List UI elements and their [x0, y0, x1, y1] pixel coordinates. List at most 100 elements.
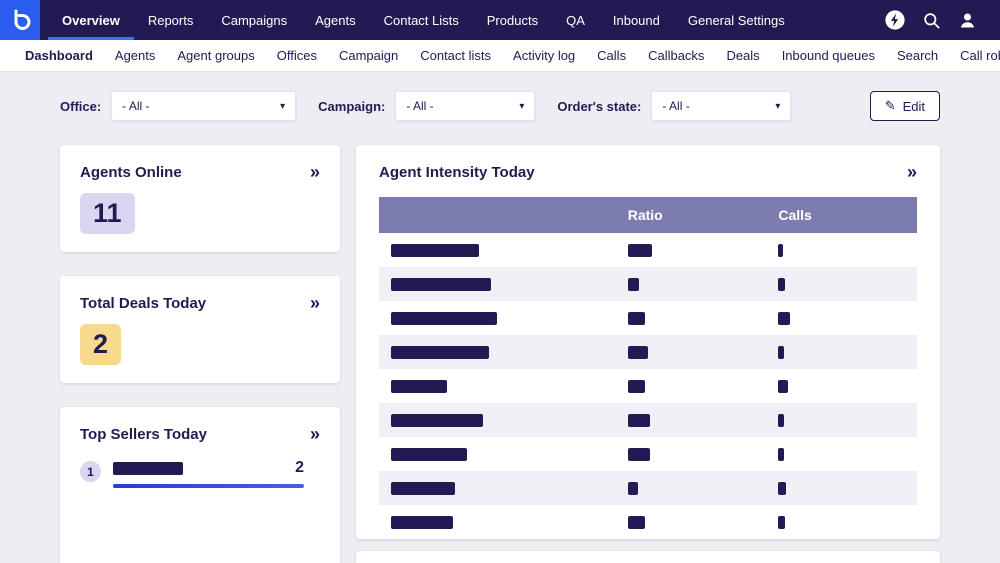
campaign-filter-group: Campaign: - All - ▾	[318, 91, 536, 121]
topnav-menu: Overview Reports Campaigns Agents Contac…	[48, 0, 799, 40]
top-sellers-list: 1 2	[80, 459, 320, 488]
redacted-agent-name	[391, 243, 479, 257]
redacted-calls-value	[778, 277, 786, 291]
edit-button-label: Edit	[902, 98, 925, 114]
table-row	[379, 505, 917, 539]
subnav-item[interactable]: Dashboard	[25, 48, 93, 63]
topnav-item[interactable]: Products	[486, 12, 539, 28]
redacted-calls-value	[778, 447, 785, 461]
card-head: Agent Intensity Today »	[379, 163, 917, 181]
redacted-agent-name	[391, 311, 497, 325]
card-head: Total Deals Today »	[80, 294, 320, 312]
seller-deal-count: 2	[295, 459, 304, 476]
intensity-table-header: Ratio Calls	[379, 197, 917, 233]
agents-online-more-link[interactable]: »	[309, 162, 320, 182]
chevron-down-icon: ▾	[775, 100, 781, 112]
top-sellers-more-link[interactable]: »	[309, 424, 320, 444]
subnav-item[interactable]: Call robots	[960, 48, 1000, 63]
agent-intensity-more-link[interactable]: »	[906, 162, 917, 182]
top-sellers-card: Top Sellers Today » 1 2	[60, 407, 340, 563]
redacted-agent-name	[391, 413, 483, 427]
subnav-item[interactable]: Callbacks	[648, 48, 705, 63]
edit-button[interactable]: ✎ Edit	[869, 91, 940, 121]
redacted-ratio-value	[627, 243, 652, 257]
user-icon	[960, 13, 975, 27]
redacted-agent-name	[391, 515, 453, 529]
column-header-agent	[379, 197, 616, 233]
boost-button[interactable]	[884, 9, 906, 31]
topnav-item[interactable]: General Settings	[687, 12, 785, 28]
subnav-item[interactable]: Contact lists	[420, 48, 492, 63]
filter-bar: Office: - All - ▾ Campaign: - All - ▾ Or…	[60, 91, 940, 121]
search-button[interactable]	[922, 11, 941, 30]
redacted-calls-value	[778, 243, 784, 257]
subnav-item[interactable]: Activity log	[513, 48, 576, 63]
redacted-calls-value	[778, 481, 787, 495]
card-head: Top Sellers Today »	[80, 425, 320, 443]
campaign-filter-label: Campaign:	[318, 98, 386, 114]
app-logo[interactable]	[0, 0, 40, 40]
top-seller-row: 1 2	[80, 459, 320, 488]
subnav-item[interactable]: Search	[896, 48, 939, 63]
table-row	[379, 471, 917, 505]
topnav-item[interactable]: Overview	[48, 0, 134, 40]
dashboard-columns: Agents Online » 11 Total Deals Today » 2…	[60, 145, 940, 563]
redacted-agent-name	[391, 277, 491, 291]
redacted-ratio-value	[627, 311, 645, 325]
subnav-item[interactable]: Agents	[114, 48, 156, 63]
redacted-calls-value	[778, 515, 786, 529]
topnav-item[interactable]: Campaigns	[221, 12, 288, 28]
redacted-ratio-value	[627, 515, 645, 529]
chevron-down-icon: ▾	[519, 100, 525, 112]
orders-state-select[interactable]: - All - ▾	[651, 91, 792, 121]
redacted-ratio-value	[627, 447, 650, 461]
topnav-item[interactable]: QA	[566, 12, 585, 28]
total-deals-more-link[interactable]: »	[309, 293, 320, 313]
office-select[interactable]: - All - ▾	[111, 91, 297, 121]
table-row	[379, 369, 917, 403]
total-deals-value: 2	[80, 324, 122, 365]
subnav-item[interactable]: Campaign	[338, 48, 399, 63]
agents-online-title: Agents Online	[80, 163, 182, 181]
orders-state-filter-group: Order's state: - All - ▾	[557, 91, 792, 121]
topnav-item[interactable]: Agents	[315, 12, 356, 28]
redacted-calls-value	[778, 311, 791, 325]
left-column: Agents Online » 11 Total Deals Today » 2…	[60, 145, 340, 563]
seller-progress-bar	[113, 484, 304, 488]
table-row	[379, 437, 917, 471]
redacted-calls-value	[778, 345, 785, 359]
subnav-item[interactable]: Inbound queues	[781, 48, 875, 63]
subnav-item[interactable]: Calls	[597, 48, 627, 63]
agent-intensity-title: Agent Intensity Today	[379, 163, 535, 181]
office-select-value: - All -	[122, 99, 150, 113]
table-row	[379, 403, 917, 437]
topnav-item[interactable]: Inbound	[612, 12, 660, 28]
table-row	[379, 335, 917, 369]
user-menu-button[interactable]	[957, 10, 978, 31]
chevron-down-icon: ▾	[280, 100, 286, 112]
topnav-item[interactable]: Contact Lists	[383, 12, 459, 28]
redacted-agent-name	[391, 379, 447, 393]
agents-online-card: Agents Online » 11	[60, 145, 340, 252]
bolt-icon	[885, 10, 905, 30]
subnav-item[interactable]: Deals	[726, 48, 760, 63]
campaign-select[interactable]: - All - ▾	[395, 91, 536, 121]
redacted-ratio-value	[627, 379, 645, 393]
main-content: Office: - All - ▾ Campaign: - All - ▾ Or…	[0, 91, 1000, 563]
topnav-item[interactable]: Reports	[147, 12, 194, 28]
redacted-agent-name	[391, 481, 455, 495]
redacted-calls-value	[778, 379, 789, 393]
table-row	[379, 267, 917, 301]
agent-intensity-card: Agent Intensity Today » Ratio Calls	[356, 145, 940, 539]
subnav-item[interactable]: Agent groups	[177, 48, 255, 63]
table-row	[379, 233, 917, 267]
redacted-ratio-value	[627, 345, 648, 359]
redacted-ratio-value	[627, 277, 639, 291]
total-deals-title: Total Deals Today	[80, 294, 207, 312]
logo-icon	[14, 9, 31, 30]
intensity-table: Ratio Calls	[379, 197, 917, 539]
subnav-item[interactable]: Offices	[276, 48, 317, 63]
table-row	[379, 301, 917, 335]
search-icon	[924, 12, 940, 28]
right-column: Agent Intensity Today » Ratio Calls	[356, 145, 940, 563]
